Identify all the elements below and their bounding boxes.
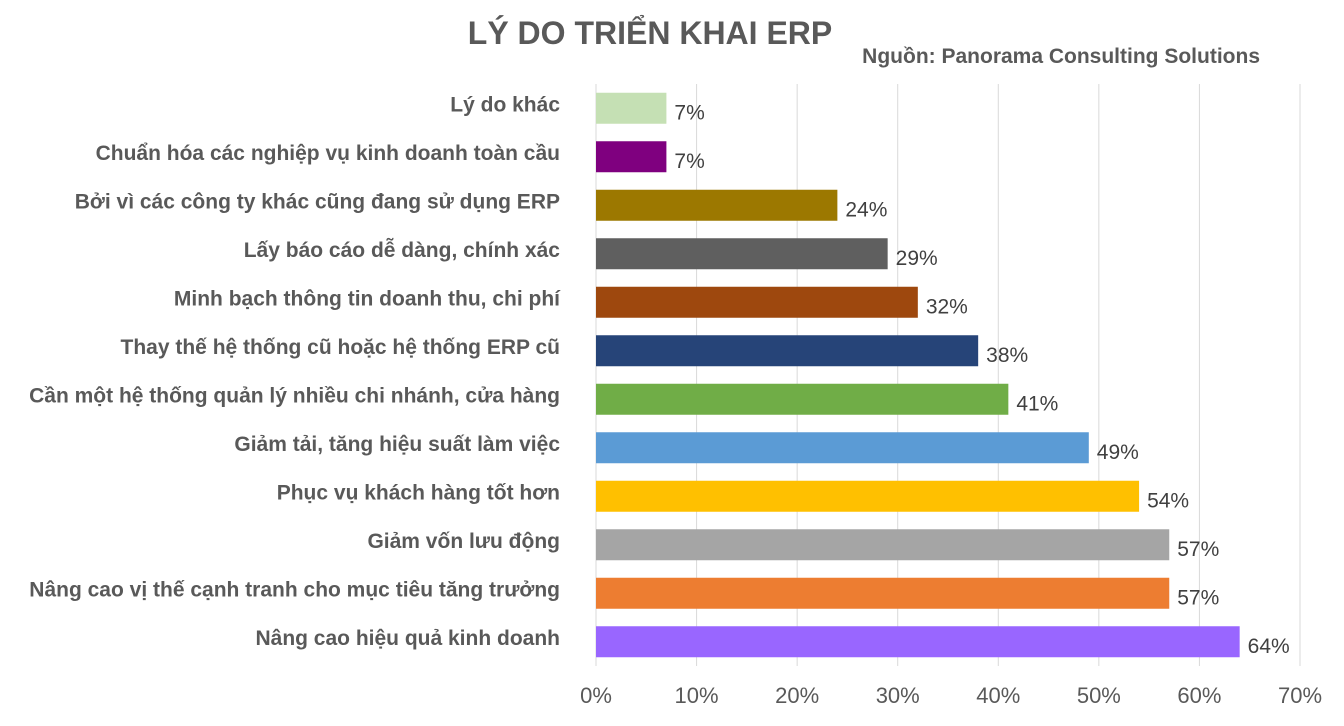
bar (596, 238, 888, 270)
x-tick-label: 50% (1077, 683, 1121, 708)
chart-title: LÝ DO TRIỂN KHAI ERP (468, 15, 832, 51)
x-tick-label: 10% (675, 683, 719, 708)
x-tick-label: 60% (1177, 683, 1221, 708)
category-label: Giảm tải, tăng hiệu suất làm việc (234, 433, 560, 456)
data-label: 64% (1248, 635, 1290, 658)
bar (596, 626, 1240, 658)
data-label: 38% (986, 344, 1028, 367)
category-label: Nâng cao vị thế cạnh tranh cho mục tiêu … (29, 578, 560, 601)
data-label: 24% (845, 198, 887, 221)
bar (596, 286, 918, 318)
category-label: Lý do khác (450, 93, 560, 116)
labels: 0% 10% 20% 30% 40% 50% 60% 70% 7% Lý do khác 7% Chu… (29, 93, 1322, 708)
data-label: 49% (1097, 441, 1139, 464)
data-label: 54% (1147, 489, 1189, 512)
category-label: Phục vụ khách hàng tốt hơn (277, 481, 560, 504)
bar (596, 577, 1170, 609)
x-tick-label: 70% (1278, 683, 1322, 708)
bar (596, 432, 1089, 464)
data-label: 29% (896, 247, 938, 270)
category-label: Cần một hệ thống quản lý nhiều chi nhánh… (29, 384, 560, 407)
data-label: 32% (926, 295, 968, 318)
x-tick-label: 30% (876, 683, 920, 708)
data-label: 41% (1016, 392, 1058, 415)
category-label: Thay thế hệ thống cũ hoặc hệ thống ERP c… (121, 336, 560, 359)
bar (596, 335, 979, 367)
bar (596, 383, 1009, 415)
bar (596, 141, 667, 173)
category-label: Bởi vì các công ty khác cũng đang sử dụn… (75, 190, 560, 213)
gridlines (595, 84, 1301, 666)
chart-source: Nguồn: Panorama Consulting Solutions (862, 45, 1260, 68)
data-label: 57% (1177, 586, 1219, 609)
bar (596, 480, 1140, 512)
category-label: Minh bạch thông tin doanh thu, chi phí (174, 287, 561, 310)
category-label: Lấy báo cáo dễ dàng, chính xác (244, 238, 561, 262)
category-label: Nâng cao hiệu quả kinh doanh (255, 627, 560, 650)
category-label: Giảm vốn lưu động (367, 530, 560, 553)
data-label: 57% (1177, 538, 1219, 561)
x-tick-label: 40% (976, 683, 1020, 708)
bar (596, 92, 667, 124)
data-label: 7% (674, 101, 704, 124)
x-tick-label: 20% (775, 683, 819, 708)
category-label: Chuẩn hóa các nghiệp vụ kinh doanh toàn … (96, 142, 560, 165)
bar (596, 529, 1170, 561)
bars (596, 92, 1240, 658)
x-tick-label: 0% (580, 683, 612, 708)
data-label: 7% (674, 150, 704, 173)
bar (596, 189, 838, 221)
